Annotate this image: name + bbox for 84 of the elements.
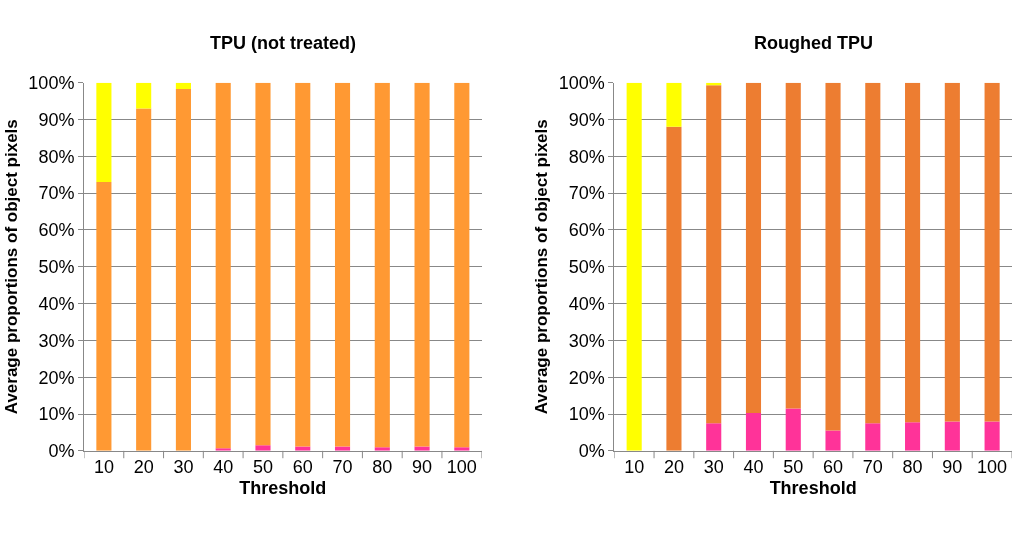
x-axis-title: Threshold xyxy=(769,477,857,498)
bar xyxy=(414,446,430,451)
bar xyxy=(745,412,762,451)
x-tick-label: 60 xyxy=(292,457,313,478)
y-tick-label: 50% xyxy=(38,257,75,278)
bar xyxy=(745,82,762,413)
bar xyxy=(96,182,112,451)
bar xyxy=(905,422,921,451)
bar xyxy=(984,421,1000,451)
bar xyxy=(334,446,351,451)
y-tick-label: 10% xyxy=(568,404,605,425)
bar xyxy=(666,82,682,127)
x-tick-label: 90 xyxy=(412,457,433,478)
x-tick-label: 80 xyxy=(372,457,393,478)
bar xyxy=(175,88,191,451)
x-tick-label: 40 xyxy=(213,457,234,478)
x-tick-label: 20 xyxy=(133,457,154,478)
bar xyxy=(374,82,390,448)
x-tick-label: 90 xyxy=(942,457,963,478)
y-tick-label: 90% xyxy=(568,109,605,130)
bar xyxy=(255,82,271,446)
x-tick-label: 20 xyxy=(663,457,684,478)
bar xyxy=(295,82,311,447)
x-tick-label: 100 xyxy=(977,457,1008,478)
y-tick-label: 20% xyxy=(38,367,75,388)
bar xyxy=(905,82,921,423)
chart-title: TPU (not treated) xyxy=(210,33,356,53)
x-tick-label: 60 xyxy=(823,457,844,478)
y-axis-title: Average proportions of object pixels xyxy=(1,119,21,415)
bar xyxy=(706,85,722,424)
bar xyxy=(666,126,682,451)
y-tick-label: 80% xyxy=(38,146,75,167)
bar xyxy=(414,82,430,447)
bar xyxy=(785,82,801,409)
x-tick-label: 100 xyxy=(446,457,477,478)
bar xyxy=(825,82,841,431)
y-tick-label: 30% xyxy=(568,330,605,351)
y-tick-label: 50% xyxy=(568,257,605,278)
bar xyxy=(136,108,152,451)
y-tick-label: 0% xyxy=(578,441,605,462)
y-tick-label: 40% xyxy=(568,293,605,314)
y-tick-label: 20% xyxy=(568,367,605,388)
x-tick-label: 50 xyxy=(783,457,804,478)
bar xyxy=(865,423,881,451)
bar xyxy=(785,408,801,451)
x-tick-label: 70 xyxy=(332,457,353,478)
bar xyxy=(295,446,311,451)
bar xyxy=(944,421,960,451)
y-tick-label: 70% xyxy=(568,183,605,204)
bar xyxy=(136,82,152,109)
bar xyxy=(96,82,112,183)
bar xyxy=(334,82,351,447)
x-axis-title: Threshold xyxy=(239,477,327,498)
x-tick-label: 50 xyxy=(252,457,273,478)
bar xyxy=(706,423,722,451)
x-tick-label: 30 xyxy=(703,457,724,478)
y-tick-label: 40% xyxy=(38,293,75,314)
bar xyxy=(825,430,841,451)
x-tick-label: 70 xyxy=(862,457,883,478)
bar xyxy=(215,82,231,449)
y-tick-label: 90% xyxy=(38,109,75,130)
x-tick-label: 30 xyxy=(173,457,194,478)
chart-title: Roughed TPU xyxy=(754,33,873,53)
y-tick-label: 10% xyxy=(38,404,75,425)
bar xyxy=(255,445,271,451)
bar xyxy=(865,82,881,424)
y-tick-label: 100% xyxy=(28,72,75,93)
x-tick-label: 10 xyxy=(93,457,114,478)
x-tick-label: 40 xyxy=(743,457,764,478)
bar xyxy=(984,82,1000,422)
y-tick-label: 100% xyxy=(558,72,605,93)
y-tick-label: 80% xyxy=(568,146,605,167)
bar xyxy=(626,82,642,451)
bar xyxy=(175,82,191,89)
y-axis-title: Average proportions of object pixels xyxy=(532,119,552,415)
y-tick-label: 60% xyxy=(568,220,605,241)
y-tick-label: 60% xyxy=(38,220,75,241)
y-tick-label: 30% xyxy=(38,330,75,351)
y-tick-label: 0% xyxy=(48,441,75,462)
bar xyxy=(454,82,470,448)
y-tick-label: 70% xyxy=(38,183,75,204)
x-tick-label: 80 xyxy=(902,457,923,478)
bar xyxy=(944,82,960,422)
x-tick-label: 10 xyxy=(624,457,645,478)
